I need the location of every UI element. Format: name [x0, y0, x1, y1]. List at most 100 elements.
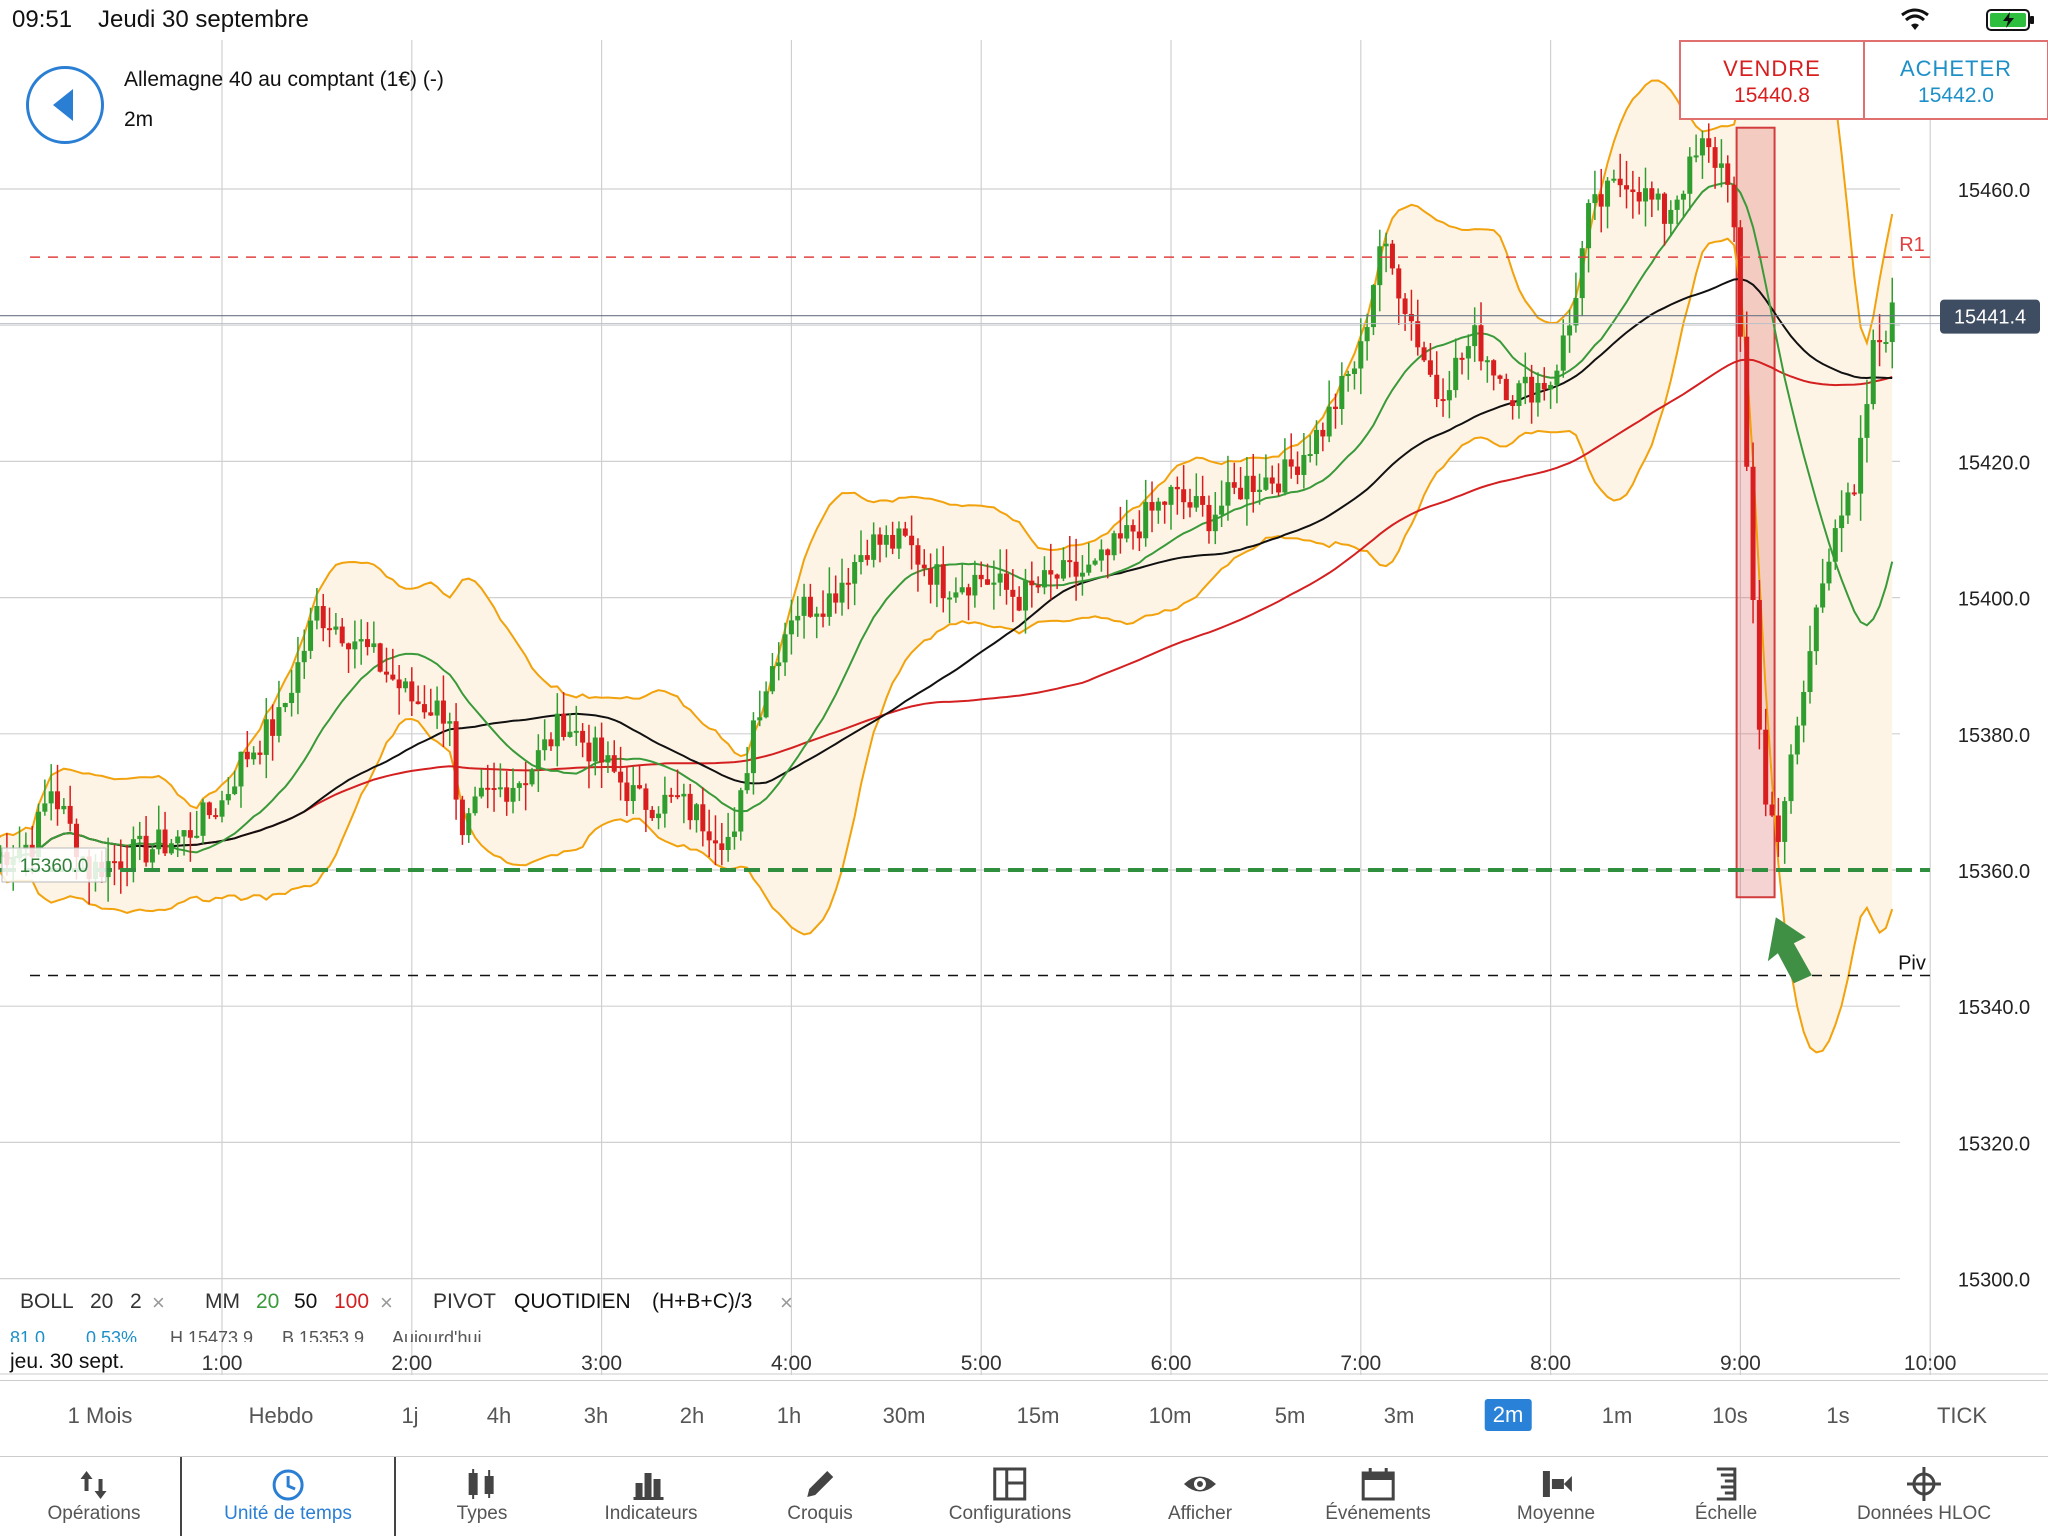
- timeframe-3m[interactable]: 3m: [1383, 1403, 1415, 1428]
- timeframe-10m[interactable]: 10m: [1148, 1403, 1192, 1428]
- candle-body: [1257, 489, 1263, 492]
- candle-body: [111, 861, 117, 864]
- candle-body: [1529, 376, 1535, 403]
- y-tick-label: 15320.0: [1958, 1133, 2030, 1155]
- candle-body: [807, 596, 813, 617]
- candle-body: [1554, 370, 1560, 385]
- candle-body: [1484, 360, 1490, 363]
- candle-body: [611, 755, 617, 772]
- timeframe-2h[interactable]: 2h: [679, 1403, 705, 1428]
- boll-name: BOLL: [20, 1290, 74, 1313]
- y-tick-label: 15340.0: [1958, 997, 2030, 1019]
- sell-price: 15440.8: [1734, 84, 1810, 107]
- toolbar-eye-button[interactable]: Afficher: [1168, 1457, 1232, 1536]
- candle-body: [1548, 384, 1554, 390]
- candle-body: [788, 620, 794, 635]
- candle-body: [890, 534, 896, 549]
- candle-body: [276, 707, 282, 736]
- operations-icon: [48, 1457, 141, 1503]
- timeframe-1s[interactable]: 1s: [1826, 1403, 1850, 1428]
- candle-body: [757, 717, 763, 721]
- toolbar-operations-button[interactable]: Opérations: [48, 1457, 141, 1536]
- candle-body: [1149, 502, 1155, 511]
- candle-body: [1611, 178, 1617, 181]
- candle-body: [1143, 502, 1149, 539]
- toolbar-label: Afficher: [1167, 1503, 1233, 1524]
- candle-body: [731, 831, 737, 837]
- pivot-label: Piv: [1898, 953, 1926, 975]
- candle-body: [1453, 357, 1459, 391]
- candle-body: [118, 861, 124, 870]
- candle-body: [282, 703, 288, 708]
- mm-name: MM: [205, 1290, 240, 1313]
- candle-body: [194, 835, 200, 838]
- candle-body: [1826, 561, 1832, 584]
- candle-body: [694, 804, 699, 821]
- sell-button[interactable]: VENDRE 15440.8: [1679, 40, 1865, 120]
- back-button[interactable]: [26, 66, 104, 144]
- toolbar-candles-button[interactable]: Types: [457, 1457, 507, 1536]
- candle-body: [1446, 390, 1452, 401]
- toolbar-calendar-button[interactable]: Événements: [1325, 1457, 1431, 1536]
- timeframe-10s[interactable]: 10s: [1712, 1403, 1748, 1428]
- candle-body: [1351, 368, 1357, 375]
- candle-body: [1839, 515, 1845, 529]
- toolbar-layout-button[interactable]: Configurations: [949, 1457, 1071, 1536]
- candle-body: [390, 674, 396, 680]
- support-tag-label: 15360.0: [20, 856, 89, 877]
- timeframe-4h[interactable]: 4h: [486, 1403, 512, 1428]
- candle-body: [535, 750, 541, 770]
- candle-body: [1750, 466, 1756, 601]
- remove-mm-button[interactable]: ×: [380, 1290, 393, 1315]
- toolbar-bars-button[interactable]: Indicateurs: [605, 1457, 697, 1536]
- candle-body: [1124, 525, 1130, 539]
- timeframe-2m[interactable]: 2m: [1484, 1399, 1532, 1431]
- timeframe-1m[interactable]: 1m: [1601, 1403, 1633, 1428]
- timeframe-3h[interactable]: 3h: [583, 1403, 609, 1428]
- timeframe-tick[interactable]: TICK: [1936, 1403, 1988, 1428]
- candle-body: [871, 534, 877, 560]
- candle-body: [1699, 138, 1705, 156]
- timeframe-30m[interactable]: 30m: [882, 1403, 926, 1428]
- candle-body: [1655, 193, 1661, 200]
- candle-body: [877, 534, 883, 545]
- candle-body: [1408, 313, 1414, 322]
- candle-body: [985, 579, 991, 585]
- toolbar-pencil-button[interactable]: Croquis: [787, 1457, 853, 1536]
- status-bar: 09:51 Jeudi 30 septembre: [0, 0, 2048, 40]
- candle-body: [934, 564, 940, 585]
- timeframe-hebdo[interactable]: Hebdo: [248, 1403, 314, 1428]
- candle-body: [1851, 492, 1857, 495]
- timeframe-15m[interactable]: 15m: [1016, 1403, 1060, 1428]
- timeframe-1-mois[interactable]: 1 Mois: [67, 1403, 133, 1428]
- x-tick-label: 1:00: [202, 1352, 243, 1375]
- candle-body: [1801, 692, 1807, 726]
- candle-body: [801, 596, 807, 616]
- clock-icon: [224, 1457, 352, 1503]
- candle-body: [833, 593, 839, 603]
- remove-boll-button[interactable]: ×: [152, 1290, 165, 1315]
- candle-body: [333, 626, 339, 630]
- candle-body: [428, 712, 434, 716]
- buy-button[interactable]: ACHETER 15442.0: [1863, 40, 2048, 120]
- remove-pivot-button[interactable]: ×: [780, 1290, 793, 1315]
- candle-body: [1067, 560, 1073, 563]
- candle-body: [997, 573, 1003, 583]
- candle-body: [1624, 185, 1630, 190]
- toolbar-clock-button[interactable]: Unité de temps: [224, 1457, 352, 1536]
- timeframe-1j[interactable]: 1j: [401, 1403, 419, 1428]
- candle-body: [73, 823, 79, 858]
- price-chart[interactable]: 15460.015440.015420.015400.015380.015360…: [0, 40, 2048, 1380]
- timeframe-1h[interactable]: 1h: [776, 1403, 802, 1428]
- candle-body: [1503, 378, 1509, 401]
- candle-body: [61, 805, 67, 810]
- toolbar-crosshair-button[interactable]: Données HLOC: [1857, 1457, 1991, 1536]
- y-tick-label: 15460.0: [1958, 180, 2030, 202]
- candle-body: [1244, 475, 1250, 500]
- candle-body: [1181, 489, 1187, 503]
- candle-body: [1200, 496, 1206, 505]
- stat-percent: 0.53%: [86, 1328, 138, 1342]
- toolbar-average-button[interactable]: Moyenne: [1517, 1457, 1595, 1536]
- toolbar-scale-button[interactable]: Échelle: [1695, 1457, 1757, 1536]
- timeframe-5m[interactable]: 5m: [1274, 1403, 1306, 1428]
